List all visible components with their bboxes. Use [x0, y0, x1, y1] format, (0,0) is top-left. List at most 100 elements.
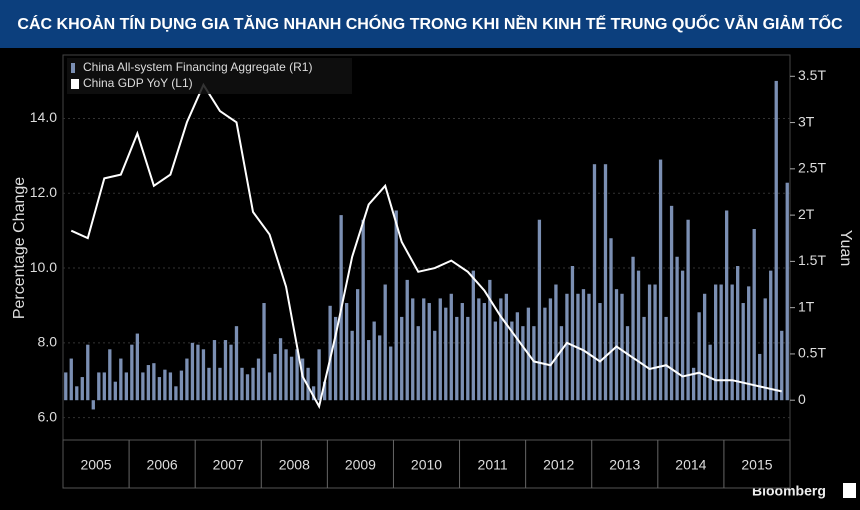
- bar: [416, 326, 420, 401]
- bar: [752, 228, 756, 401]
- bar: [361, 219, 365, 401]
- bar: [278, 338, 283, 401]
- bar: [108, 349, 112, 401]
- bar: [510, 321, 514, 401]
- bar: [152, 363, 156, 401]
- bar: [356, 289, 360, 401]
- bar: [653, 284, 657, 401]
- bar: [471, 270, 475, 401]
- bar: [614, 289, 619, 401]
- y2-tick-label: 0: [798, 391, 806, 407]
- bar: [256, 358, 261, 401]
- bar: [455, 316, 459, 401]
- bar: [702, 293, 707, 401]
- chart-title: CÁC KHOẢN TÍN DỤNG GIA TĂNG NHANH CHÓNG …: [17, 13, 843, 33]
- bar: [763, 298, 767, 401]
- bar: [201, 349, 206, 401]
- bar: [758, 353, 762, 401]
- y2-tick-label: 0.5T: [798, 345, 826, 361]
- x-tick-label: 2006: [147, 457, 178, 473]
- y-tick-label: 6.0: [38, 408, 58, 424]
- bar: [631, 256, 635, 401]
- bar: [306, 367, 310, 401]
- bar: [267, 372, 272, 401]
- y2-tick-label: 2.5T: [798, 160, 826, 176]
- bar: [223, 340, 228, 401]
- bar: [625, 326, 630, 401]
- bar: [488, 279, 492, 401]
- bar: [212, 340, 217, 401]
- bar: [113, 381, 117, 401]
- bar: [680, 270, 685, 401]
- bar: [64, 372, 68, 401]
- x-tick-label: 2015: [741, 457, 772, 473]
- legend-label: China GDP YoY (L1): [83, 76, 193, 90]
- bar: [163, 369, 167, 401]
- y-tick-label: 12.0: [30, 184, 57, 200]
- bar: [647, 284, 652, 401]
- y2-tick-label: 2T: [798, 206, 815, 222]
- bar: [234, 326, 239, 401]
- bar: [537, 219, 542, 401]
- bar: [477, 298, 481, 401]
- y2-tick-label: 3.5T: [798, 67, 826, 83]
- bar: [592, 164, 597, 401]
- bar: [190, 342, 195, 401]
- y-tick-label: 14.0: [30, 109, 57, 125]
- y2-axis-title: Yuan: [837, 230, 854, 266]
- bar: [91, 400, 95, 410]
- bar: [713, 284, 718, 401]
- source-icon: [843, 483, 856, 498]
- bar: [532, 326, 536, 401]
- bar: [675, 256, 679, 401]
- bar: [300, 358, 305, 401]
- bar: [438, 298, 442, 401]
- x-tick-label: 2010: [411, 457, 442, 473]
- bar: [603, 164, 608, 401]
- bar: [559, 326, 564, 401]
- bar: [389, 346, 393, 401]
- bar: [658, 159, 663, 401]
- bar: [598, 303, 602, 401]
- bar: [289, 356, 294, 401]
- bar: [493, 321, 497, 401]
- bar: [168, 372, 173, 401]
- bar: [422, 298, 426, 401]
- plot-area: [62, 54, 791, 441]
- bar: [284, 349, 288, 401]
- bar: [75, 386, 79, 401]
- bar: [146, 365, 151, 401]
- bar: [669, 205, 674, 401]
- bar: [747, 286, 751, 401]
- legend-swatch: [71, 79, 79, 89]
- bar: [185, 358, 189, 401]
- bar: [218, 367, 222, 401]
- bar: [444, 307, 448, 401]
- bar: [780, 330, 784, 401]
- bar: [97, 372, 101, 401]
- x-tick-label: 2013: [609, 457, 640, 473]
- bar: [565, 293, 569, 401]
- bar: [322, 381, 327, 401]
- bar: [741, 303, 745, 401]
- bar: [785, 182, 789, 401]
- bar: [317, 349, 321, 401]
- bar: [273, 353, 277, 401]
- bar: [691, 367, 696, 401]
- bar: [460, 303, 464, 401]
- bar: [587, 293, 591, 401]
- bar: [482, 303, 486, 401]
- legend-box: [67, 58, 352, 94]
- bar: [504, 293, 509, 401]
- y2-tick-label: 1.5T: [798, 252, 826, 268]
- bar: [400, 316, 404, 401]
- bar: [333, 316, 338, 401]
- y-tick-label: 8.0: [38, 334, 58, 350]
- bar: [774, 80, 778, 401]
- bar: [719, 284, 723, 401]
- bar: [174, 386, 178, 401]
- bar: [708, 344, 712, 401]
- bar: [736, 266, 740, 401]
- bar: [378, 335, 382, 401]
